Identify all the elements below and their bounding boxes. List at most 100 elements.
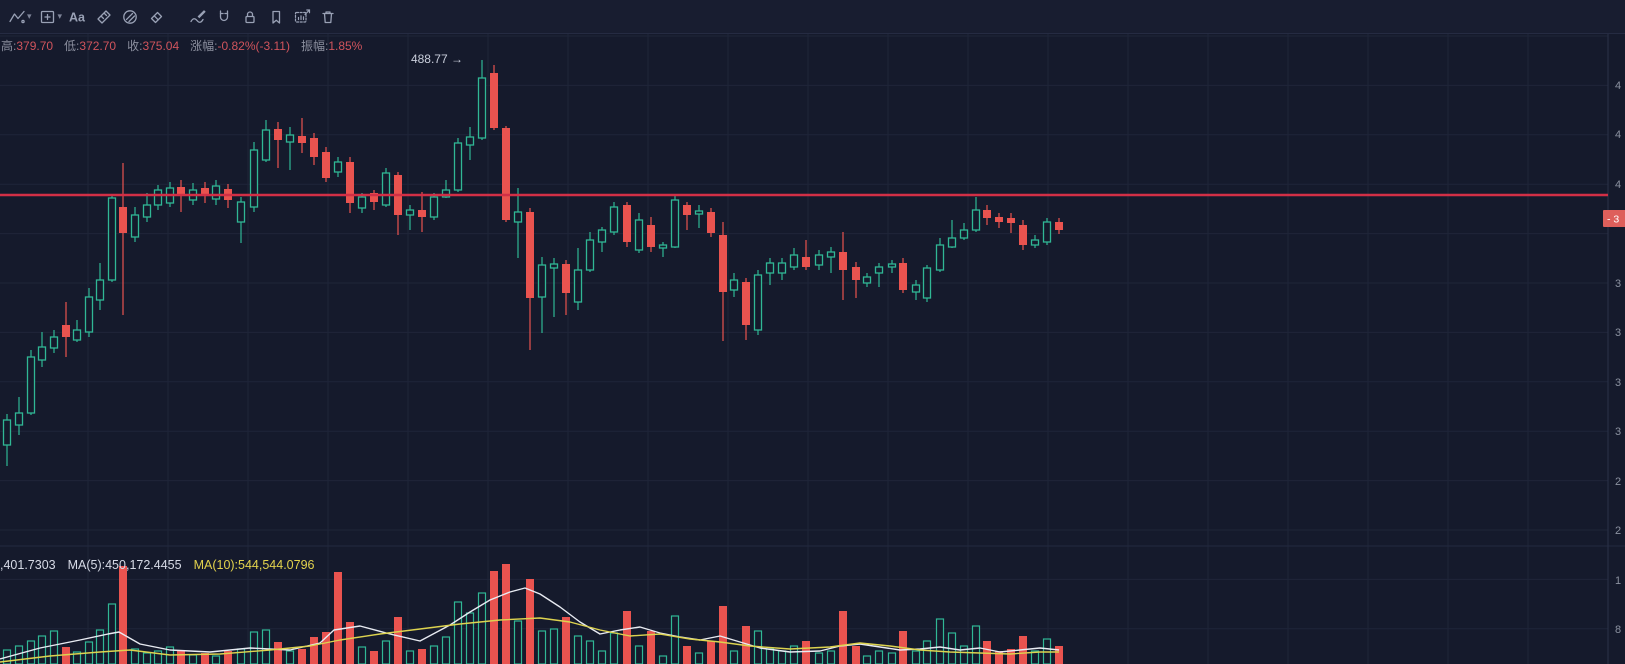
candle-body-up	[597, 229, 607, 243]
delete-tool[interactable]	[315, 4, 341, 30]
candle-body-up	[814, 254, 824, 266]
volume-bar	[357, 646, 367, 664]
low-readout: 低:372.70	[64, 39, 117, 53]
volume-bar	[142, 652, 152, 664]
candle-body-up	[658, 244, 668, 249]
volume-bar	[298, 649, 306, 664]
candle-body-up	[537, 264, 547, 298]
candle-body-up	[465, 136, 475, 146]
candle-body-up	[513, 211, 523, 223]
trend-line-dropdown-caret[interactable]: ▾	[27, 11, 32, 21]
volume-bar	[188, 654, 198, 664]
candle-body-up	[2, 419, 12, 446]
volume-bar	[201, 653, 209, 664]
freehand-draw-tool[interactable]	[185, 4, 211, 30]
magnet-tool[interactable]	[211, 4, 237, 30]
snapshot-icon	[294, 8, 310, 23]
volume-bar	[995, 651, 1003, 664]
candle-body-up	[862, 276, 872, 284]
magnet-icon	[219, 9, 229, 21]
volume-bar	[597, 650, 607, 664]
axis-tick-label: 8	[1615, 624, 1621, 636]
volume-bar	[236, 648, 246, 664]
candle-body-down	[852, 267, 860, 280]
trash-icon	[322, 10, 334, 23]
volume-bar	[647, 631, 655, 664]
volume-bar	[623, 611, 631, 664]
volume-bar	[573, 635, 583, 664]
candle-body-up	[249, 149, 259, 208]
candle-body-down	[201, 188, 209, 196]
candle-body-up	[236, 201, 246, 223]
volume-bar	[719, 606, 727, 664]
brush-icon	[97, 9, 111, 24]
axis-tick-label: 3	[1615, 377, 1621, 389]
candle-body-down	[62, 325, 70, 337]
candle-body-down	[623, 205, 631, 242]
candle-body-up	[935, 244, 945, 271]
candle-body-down	[119, 207, 127, 233]
volume-bar	[862, 655, 872, 664]
text-tool[interactable]: Aa	[65, 4, 91, 30]
candle-body-up	[826, 251, 836, 258]
volume-bar	[322, 632, 330, 664]
snapshot-tool[interactable]	[289, 4, 315, 30]
axis-tick-label: 4	[1615, 80, 1621, 92]
volume-bar	[537, 630, 547, 664]
volume-bar	[49, 630, 59, 664]
volume-bar	[394, 617, 402, 664]
candle-body-up	[789, 254, 799, 268]
candle-body-down	[490, 73, 498, 128]
chart-layout-tool[interactable]	[35, 4, 61, 30]
volume-bar	[62, 647, 70, 664]
brush-tool[interactable]	[91, 4, 117, 30]
volume-bar	[707, 641, 715, 664]
candle-body-up	[107, 197, 117, 281]
candle-body-down	[370, 193, 378, 202]
volume-bar	[789, 645, 799, 664]
volume-bar	[922, 640, 932, 664]
volume-bar	[429, 645, 439, 664]
bookmark-tool[interactable]	[263, 4, 289, 30]
candle-body-up	[285, 134, 295, 143]
candle-body-up	[753, 274, 763, 331]
candle-body-down	[1019, 225, 1027, 245]
change-readout: 涨幅:-0.82%(-3.11)	[190, 39, 290, 53]
axis-tick-label: 2	[1615, 476, 1621, 488]
volume-bar	[852, 646, 860, 664]
eraser-tool[interactable]	[143, 4, 169, 30]
volume-bar	[95, 629, 105, 664]
candle-body-down	[502, 128, 510, 220]
axis-tick-label: 3	[1615, 426, 1621, 438]
chart-layout-dropdown-caret[interactable]: ▾	[57, 11, 63, 21]
volume-bar	[887, 652, 897, 664]
volume-bar	[549, 628, 559, 664]
lock-tool[interactable]	[237, 4, 263, 30]
current-price-tag[interactable]	[1603, 210, 1625, 227]
volume-bar	[935, 618, 945, 664]
volume-bar	[334, 572, 342, 664]
volume-bar	[285, 650, 295, 664]
candle-body-down	[683, 205, 691, 215]
volume-bar	[177, 651, 185, 664]
candle-body-up	[573, 269, 583, 303]
volume-bar	[405, 650, 415, 664]
trend-line-tool[interactable]	[4, 4, 30, 30]
candle-body-up	[874, 266, 884, 274]
volume-bar	[670, 615, 680, 664]
shapes-icon	[123, 9, 137, 24]
axis-tick-label: 4	[1615, 129, 1621, 141]
candle-body-up	[429, 196, 439, 218]
shapes-tool[interactable]	[117, 4, 143, 30]
candle-body-down	[802, 257, 810, 267]
candle-body-up	[922, 267, 932, 299]
volume-bar	[310, 637, 318, 664]
candle-body-up	[49, 336, 59, 349]
candle-body-up	[26, 356, 36, 414]
volume-bar	[513, 620, 523, 664]
candle-body-up	[1042, 221, 1052, 243]
candle-body-up	[911, 284, 921, 293]
candle-body-down	[1007, 218, 1015, 223]
volume-bar	[37, 635, 47, 664]
